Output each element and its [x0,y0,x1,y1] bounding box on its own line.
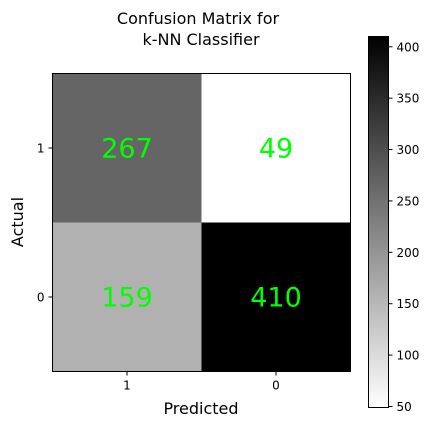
heatmap-cell [52,222,202,372]
colorbar-tick-label: 200 [397,246,420,260]
plot-frame [52,73,351,372]
heatmap-cells [52,73,351,372]
y-tick-label: 1 [37,142,45,156]
chart-title-line-2: k-NN Classifier [142,30,260,49]
y-axis-label: Actual [8,197,27,247]
cell-value-label: 49 [259,134,293,165]
heatmap-cell [201,222,351,372]
cell-value-label: 159 [101,283,153,314]
colorbar-tick-label: 100 [397,349,420,363]
x-tick-label: 0 [272,379,280,393]
colorbar-ticks: 50 100 150 200 250 300 350 400 [388,40,420,414]
cell-value-label: 410 [250,283,302,314]
colorbar-tick-label: 300 [397,143,420,157]
colorbar-tick-label: 250 [397,194,420,208]
y-axis-ticks: 10 [37,142,53,305]
x-axis-label: Predicted [163,399,238,418]
cell-value-labels: 267 49 159 410 [101,134,302,314]
heatmap-cell [201,73,351,223]
cell-value-label: 267 [101,134,153,165]
x-tick-label: 1 [123,379,131,393]
heatmap-cell [52,73,202,223]
chart-title-line-1: Confusion Matrix for [117,9,280,28]
colorbar-tick-label: 50 [397,400,412,414]
colorbar [368,36,389,408]
colorbar-tick-label: 350 [397,92,420,106]
colorbar-tick-label: 400 [397,40,420,54]
y-tick-label: 0 [37,291,45,305]
colorbar-tick-label: 150 [397,297,420,311]
